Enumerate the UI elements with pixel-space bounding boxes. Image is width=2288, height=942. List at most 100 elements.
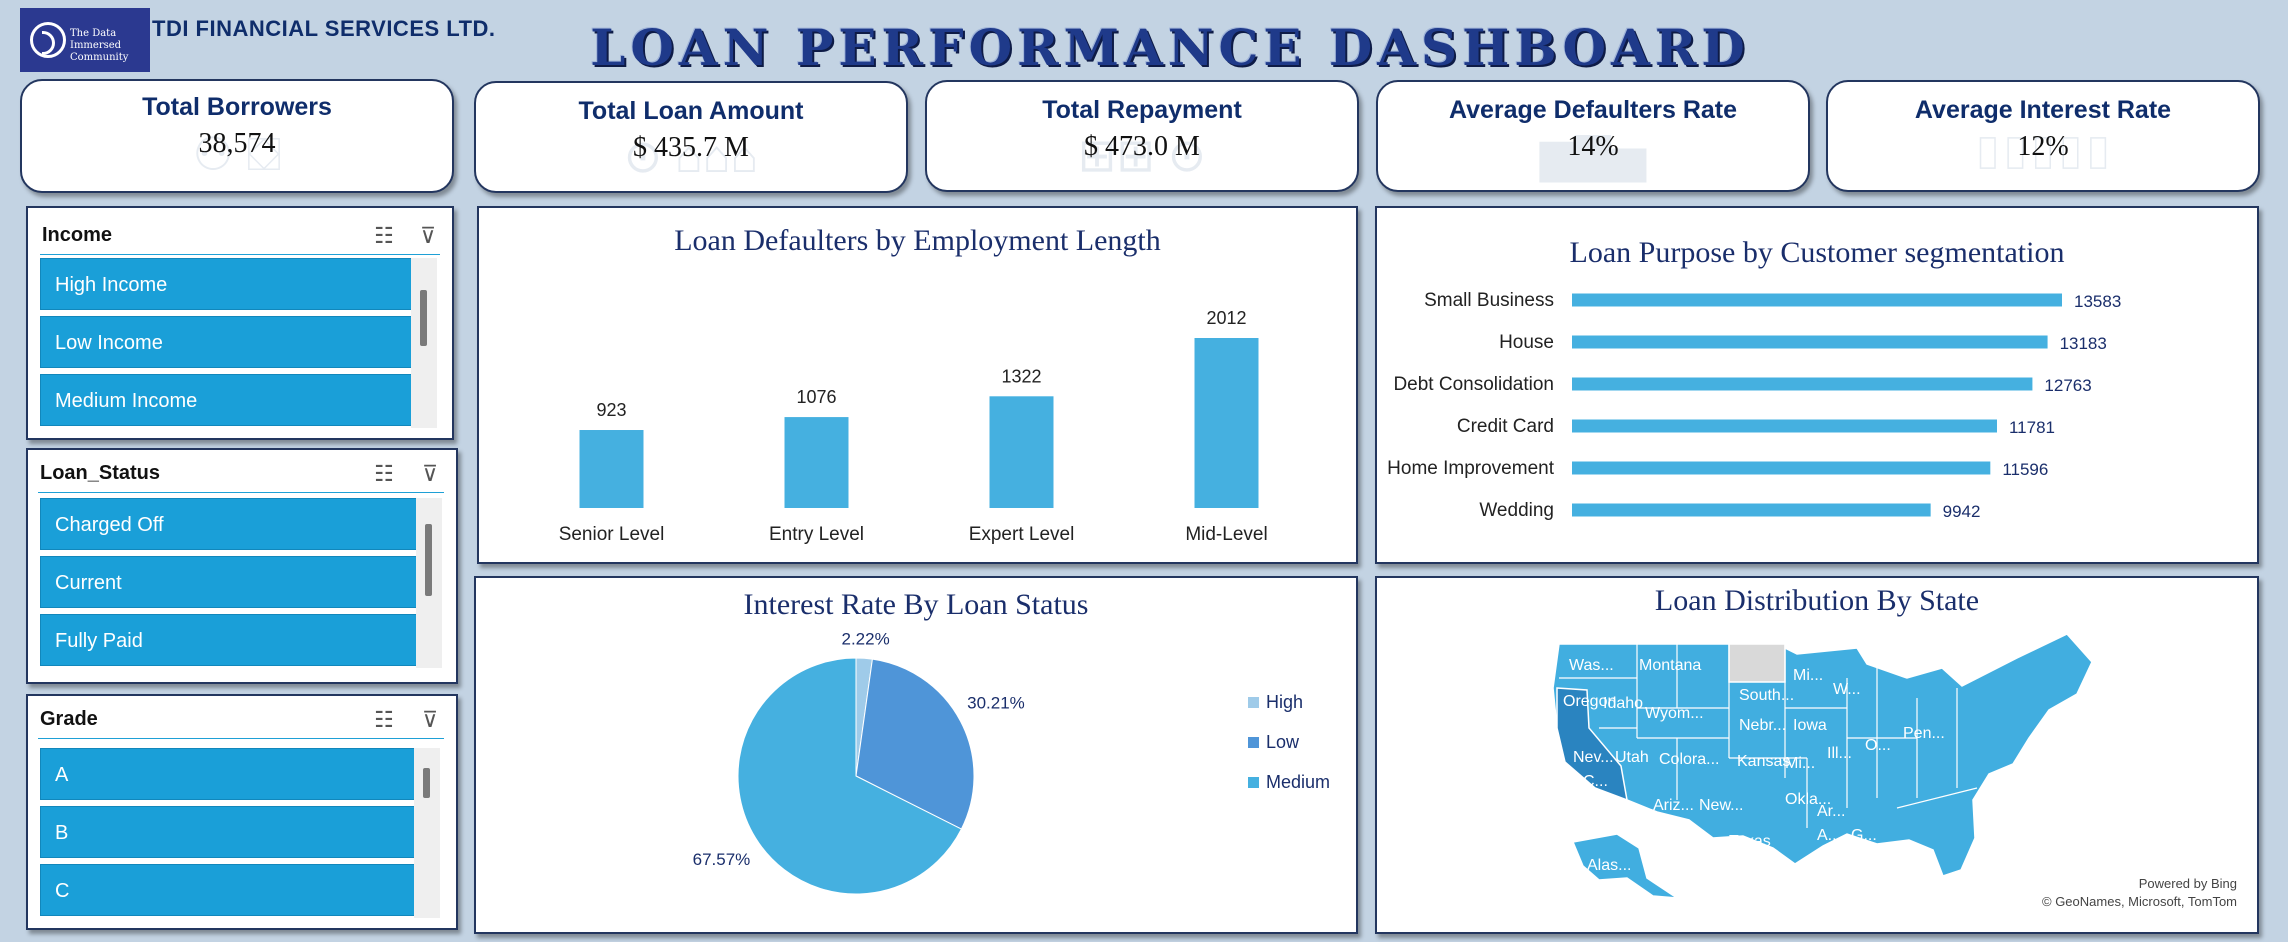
logo-d-icon <box>30 22 66 58</box>
bar-data-label: 12763 <box>2044 376 2091 395</box>
state-label: Utah <box>1615 749 1649 766</box>
chart-title: Interest Rate By Loan Status <box>743 588 1089 621</box>
employment-bar <box>784 417 849 508</box>
purpose-bar-chart: Small Business 13583 House 13183 Debt Consol… <box>1387 290 2121 521</box>
state-label: W... <box>1833 681 1861 698</box>
slicer-item-medium-income[interactable]: Medium Income <box>40 374 430 426</box>
purpose-bar <box>1572 461 1991 475</box>
chart-panel-interest-rate: Interest Rate By Loan Status 2.22% 30.21%… <box>474 576 1358 934</box>
clear-filter-icon[interactable]: ⊽ <box>419 223 437 248</box>
slicer-item-current[interactable]: Current <box>40 556 436 608</box>
purpose-bar <box>1572 335 2048 349</box>
chart-icon: ▆▇▅ <box>1539 129 1647 181</box>
state-label: Wyom... <box>1645 705 1704 722</box>
slicer-item-high-income[interactable]: High Income <box>40 258 430 310</box>
state-label: Was... <box>1569 657 1614 674</box>
slicer-item-low-income[interactable]: Low Income <box>40 316 430 368</box>
state-label: South... <box>1739 687 1794 704</box>
state-label: Okla... <box>1785 791 1831 808</box>
money-icon: ⊞⊞ ⊙ <box>1077 129 1207 181</box>
scrollbar-thumb[interactable] <box>420 290 427 346</box>
clear-filter-icon[interactable]: ⊽ <box>421 461 439 486</box>
pie-data-label: 2.22% <box>842 629 890 648</box>
purpose-bar <box>1572 293 2062 307</box>
bar-data-label: 2012 <box>1206 308 1246 328</box>
logo-text: The Data Immersed Community <box>70 28 129 63</box>
slicer-item-grade-b[interactable]: B <box>40 806 434 858</box>
slicer-scrollbar[interactable] <box>414 748 440 918</box>
state-label: Colora... <box>1659 751 1719 768</box>
kpi-title: Total Borrowers <box>142 93 332 121</box>
kpi-title: Average Interest Rate <box>1914 96 2172 124</box>
pie-slice <box>737 657 963 895</box>
map-credit-sources: © GeoNames, Microsoft, TomTom <box>2042 894 2237 909</box>
company-logo: The Data Immersed Community <box>20 8 150 72</box>
employment-bar <box>1194 338 1259 508</box>
category-label: Debt Consolidation <box>1393 374 1554 395</box>
state-label: Mi... <box>1793 667 1823 684</box>
employment-bar-chart: 923 Senior Level 1076 Entry Level 1322 Expert… <box>559 308 1268 545</box>
map-panel-loan-distribution: Loan Distribution By State Was... Montana… <box>1375 576 2259 934</box>
kpi-title: Total Loan Amount <box>578 97 804 125</box>
pie-slice <box>855 658 975 830</box>
purpose-bar <box>1572 419 1997 433</box>
slicer-item-grade-c[interactable]: C <box>40 864 434 916</box>
chart-panel-loan-purpose: Loan Purpose by Customer segmentation Sm… <box>1375 206 2259 564</box>
category-label: Senior Level <box>559 524 665 545</box>
bar-data-label: 13583 <box>2074 292 2121 311</box>
kpi-card-average-interest-rate: ⌷⌷⌷⌷⌷ Average Interest Rate 12% <box>1826 80 2260 192</box>
slicer-scrollbar[interactable] <box>416 498 442 668</box>
slicer-item-fully-paid[interactable]: Fully Paid <box>40 614 436 666</box>
slicer-header: Grade ☷ ⊽ <box>38 704 444 739</box>
state-label: Oregon <box>1563 693 1616 710</box>
alaska-shape <box>1571 833 1678 899</box>
multi-select-icon[interactable]: ☷ <box>374 223 394 248</box>
multi-select-icon[interactable]: ☷ <box>374 461 394 486</box>
legend-swatch <box>1248 697 1259 708</box>
category-label: Wedding <box>1479 500 1554 521</box>
clear-filter-icon[interactable]: ⊽ <box>421 707 439 732</box>
state-label: G... <box>1851 827 1877 844</box>
state-label: Ill... <box>1827 745 1852 762</box>
slicer-scrollbar[interactable] <box>411 258 437 428</box>
bar-data-label: 13183 <box>2060 334 2107 353</box>
people-icon: ⚇ ⛋ <box>192 128 282 180</box>
state-label: Pen... <box>1903 725 1945 742</box>
legend-label: High <box>1266 692 1303 712</box>
california-shape <box>1556 687 1628 802</box>
category-label: Home Improvement <box>1387 458 1555 479</box>
scrollbar-thumb[interactable] <box>423 768 430 798</box>
kpi-value: $ 435.7 M <box>633 132 749 163</box>
state-label: Ar... <box>1817 803 1845 820</box>
company-name: TDI FINANCIAL SERVICES LTD. <box>152 16 496 41</box>
state-label: Montana <box>1639 657 1701 674</box>
bar-data-label: 1322 <box>1001 366 1041 386</box>
legend-swatch <box>1248 777 1259 788</box>
chart-panel-defaulters-by-employment: Loan Defaulters by Employment Length 923… <box>477 206 1358 564</box>
kpi-value: 14% <box>1567 131 1619 162</box>
state-label: Alas... <box>1587 857 1631 874</box>
kpi-card-total-loan-amount: ⊙ ⌂⌂⌂ Total Loan Amount $ 435.7 M <box>474 81 908 193</box>
slicer-grade: Grade ☷ ⊽ A B C <box>26 694 458 930</box>
kpi-card-average-defaulters-rate: ▆▇▅ Average Defaulters Rate 14% <box>1376 80 1810 192</box>
slicer-title: Grade <box>40 708 98 730</box>
kpi-value: 12% <box>2017 131 2069 162</box>
legend-swatch <box>1248 737 1259 748</box>
kpi-title: Total Repayment <box>1042 96 1242 124</box>
legend-label: Low <box>1266 732 1300 752</box>
bar-data-label: 923 <box>596 400 626 420</box>
state-label: New... <box>1699 797 1743 814</box>
scrollbar-thumb[interactable] <box>425 524 432 596</box>
employment-bar <box>579 430 644 508</box>
bar-data-label: 11596 <box>2002 460 2048 479</box>
slicer-item-charged-off[interactable]: Charged Off <box>40 498 436 550</box>
category-label: Entry Level <box>769 524 864 545</box>
north-dakota-shape <box>1728 643 1786 683</box>
employment-bar <box>989 396 1054 508</box>
category-label: House <box>1499 332 1554 353</box>
slicer-item-grade-a[interactable]: A <box>40 748 434 800</box>
multi-select-icon[interactable]: ☷ <box>374 707 394 732</box>
category-label: Small Business <box>1424 290 1554 311</box>
category-label: Credit Card <box>1457 416 1554 437</box>
pie-data-label: 67.57% <box>693 850 751 869</box>
